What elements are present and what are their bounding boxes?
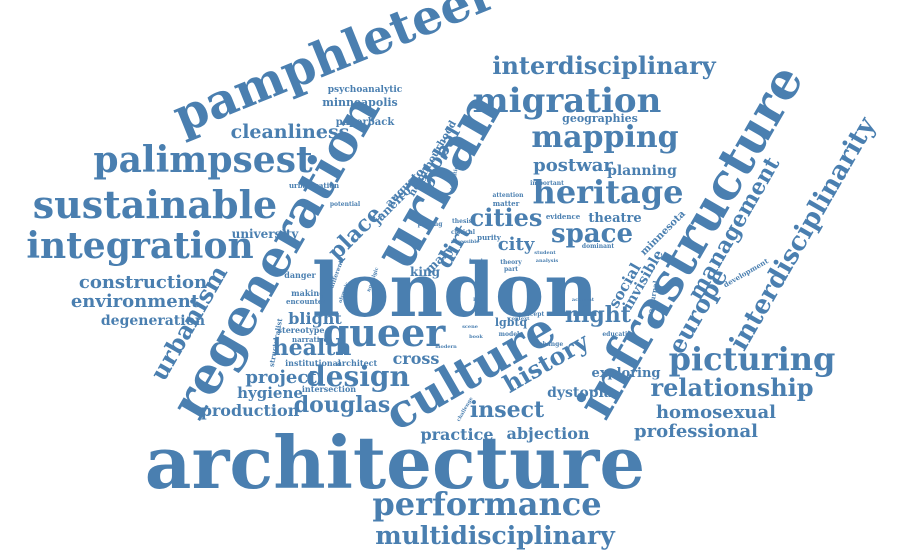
word-analysis: analysis: [536, 258, 559, 264]
word-postwar: postwar: [533, 155, 613, 176]
word-production: production: [201, 401, 300, 420]
word-model: model: [499, 331, 520, 338]
word-psychoanalytic: psychoanalytic: [328, 85, 403, 95]
word-paperback: paperback: [336, 117, 396, 128]
word-cities: cities: [470, 203, 543, 232]
word-architecture: architecture: [145, 420, 645, 505]
word-potential: potential: [330, 201, 361, 208]
word-intersection: intersection: [302, 384, 356, 394]
word-city: city: [498, 234, 535, 255]
word-lgbtq: lgbtq: [495, 316, 528, 329]
word-matter: matter: [493, 199, 520, 208]
word-exploring: exploring: [591, 366, 660, 381]
word-planning: planning: [607, 163, 677, 179]
word-encounter: encounter: [286, 297, 326, 306]
word-attention: attention: [492, 192, 524, 199]
word-change: change: [539, 341, 563, 348]
word-institutional: institutional: [285, 358, 341, 368]
word-making: making: [291, 288, 325, 298]
word-performance: performance: [372, 485, 601, 523]
word-multidisciplinary: multidisciplinary: [375, 521, 616, 550]
word-theory: theory: [500, 259, 522, 266]
word-narrative: narrative: [292, 335, 328, 344]
word-blight: blight: [288, 309, 342, 328]
word-construction: construction: [79, 272, 207, 293]
word-hygiene: hygiene: [237, 384, 303, 402]
word-picturing: picturing: [669, 340, 836, 378]
word-geographies: geographies: [562, 112, 638, 125]
word-professional: professional: [634, 421, 758, 442]
word-important: important: [530, 180, 564, 187]
word-thesis: thesis: [452, 218, 473, 225]
word-book: book: [469, 334, 483, 340]
word-architect: architect: [337, 358, 378, 368]
word-page: page: [473, 296, 486, 302]
word-london: london: [312, 248, 598, 334]
word-scene: scene: [462, 324, 478, 330]
word-dystopia: dystopia: [547, 385, 613, 401]
word-cleanliness: cleanliness: [231, 121, 350, 143]
word-university: university: [232, 227, 300, 241]
word-local: local: [469, 258, 483, 264]
word-night: night: [565, 302, 632, 328]
word-placing: placing: [418, 221, 444, 228]
word-evidence: evidence: [546, 212, 581, 221]
word-education: education: [602, 331, 636, 338]
word-project: project: [245, 367, 317, 388]
word-sustainable: sustainable: [33, 182, 277, 227]
word-mapping: mapping: [531, 120, 678, 155]
word-practice: practice: [420, 425, 493, 444]
word-relationship: relationship: [650, 373, 813, 402]
word-homosexual: homosexual: [656, 402, 776, 423]
word-theatre: theatre: [588, 211, 641, 226]
word-dominant: dominant: [582, 243, 614, 250]
word-douglas: douglas: [294, 392, 390, 418]
word-insect: insect: [470, 397, 545, 423]
word-migration: migration: [473, 81, 662, 121]
word-health: health: [273, 335, 352, 361]
word-interdisciplinary: interdisciplinary: [492, 51, 716, 80]
word-danger: danger: [284, 270, 316, 280]
word-king: king: [410, 265, 441, 279]
word-purity: purity: [477, 233, 502, 242]
word-concept: concept: [518, 311, 545, 318]
word-student: student: [534, 250, 556, 256]
word-queer: queer: [323, 310, 447, 355]
word-boal: boal: [474, 306, 486, 312]
word-cross: cross: [393, 349, 440, 368]
word-abjection: abjection: [506, 424, 589, 443]
word-context: context: [509, 316, 530, 322]
word-part: part: [504, 266, 518, 273]
word-integration: integration: [26, 225, 253, 267]
word-design: design: [306, 360, 410, 393]
word-degeneration: degeneration: [101, 313, 205, 329]
word-accessible: accessible: [451, 239, 480, 245]
word-urbanisation: urbanisation: [289, 181, 339, 190]
word-minneapolis: minneapolis: [322, 96, 398, 109]
word-modern: modern: [435, 344, 457, 350]
word-space: space: [551, 219, 633, 249]
word-palimpsest: palimpsest: [93, 139, 313, 181]
word-heritage: heritage: [533, 173, 684, 211]
word-account: account: [572, 297, 595, 303]
word-critical: critical: [451, 229, 476, 236]
word-identities: identities: [450, 163, 461, 190]
word-stereotype: stereotype: [278, 325, 325, 335]
word-environment: environment: [71, 291, 200, 312]
